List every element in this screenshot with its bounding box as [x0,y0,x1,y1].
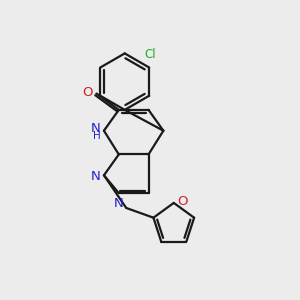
Text: O: O [82,86,93,99]
Text: H: H [93,131,101,141]
Text: N: N [91,122,100,135]
Text: Cl: Cl [145,48,157,61]
Text: O: O [177,195,188,208]
Text: N: N [114,197,124,210]
Text: N: N [91,170,100,183]
